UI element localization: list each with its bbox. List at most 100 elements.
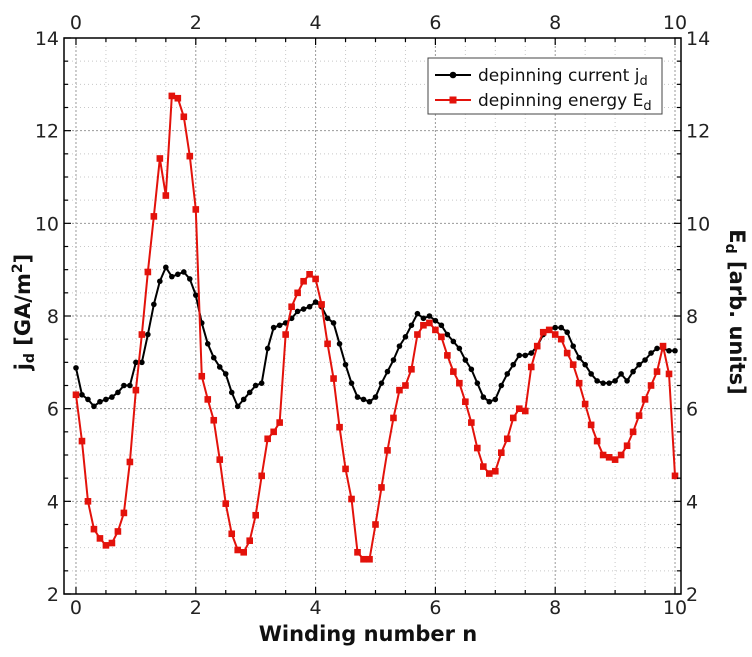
data-point-energy [204, 396, 212, 403]
data-point-current [264, 345, 271, 352]
legend-box [427, 57, 663, 115]
data-point-current [624, 378, 630, 384]
data-point-energy [300, 277, 307, 285]
data-point-energy [306, 271, 313, 278]
data-point-energy [84, 498, 92, 505]
data-point-energy [90, 525, 98, 533]
grid [64, 37, 681, 595]
data-point-energy [486, 470, 493, 477]
data-point-current [498, 382, 505, 389]
series-energy [72, 92, 679, 563]
y-tick-label-right: 6 [686, 399, 698, 421]
data-point-energy [102, 542, 110, 549]
data-point-energy [240, 549, 248, 556]
data-point-current [402, 334, 409, 340]
data-point-current [588, 371, 594, 377]
data-point-energy [593, 437, 601, 445]
data-point-current [582, 361, 588, 368]
data-point-energy [156, 155, 164, 162]
data-point-energy [635, 412, 643, 419]
data-point-current [492, 396, 499, 403]
data-point-current [426, 313, 433, 319]
x-tick-label-bottom: 0 [70, 597, 82, 619]
data-point-current [432, 317, 439, 324]
data-point-energy [533, 342, 541, 350]
data-point-energy [120, 509, 128, 517]
data-point-current [564, 329, 570, 336]
data-point-current [175, 271, 181, 278]
data-point-energy [126, 458, 134, 466]
data-point-energy [162, 192, 170, 199]
data-point-energy [150, 213, 158, 220]
data-point-energy [270, 428, 277, 436]
data-point-current [408, 322, 415, 329]
data-point-current [115, 389, 121, 396]
x-tick-label-top: 6 [429, 12, 441, 34]
data-point-current [121, 382, 127, 389]
data-point-energy [132, 386, 140, 394]
y-tick-label-right: 4 [686, 491, 698, 513]
data-point-energy [509, 414, 517, 422]
data-point-current [258, 380, 265, 386]
data-point-energy [468, 419, 475, 426]
data-point-energy [426, 319, 433, 327]
data-point-energy [138, 331, 146, 338]
data-point-current [516, 352, 523, 359]
data-point-energy [324, 340, 331, 348]
y-tick-label-left: 6 [47, 399, 59, 421]
data-point-current [210, 354, 217, 361]
x-tick-label-top: 2 [190, 12, 202, 34]
data-point-current [618, 371, 624, 377]
data-point-current [127, 382, 133, 389]
data-point-energy [294, 289, 301, 297]
data-point-current [378, 380, 385, 386]
data-point-current [348, 380, 355, 386]
data-point-energy [503, 435, 511, 443]
data-point-energy [492, 467, 499, 475]
data-point-current [270, 324, 277, 331]
data-point-current [390, 357, 397, 363]
data-point-energy [282, 331, 289, 338]
data-point-energy [330, 375, 337, 382]
data-point-energy [671, 472, 679, 480]
legend-marker-current [449, 71, 457, 79]
data-point-energy [222, 500, 230, 507]
data-point-energy [497, 449, 505, 456]
data-point-current [234, 403, 241, 410]
data-point-current [139, 359, 145, 366]
data-point-current [192, 292, 199, 298]
data-point-current [306, 303, 313, 310]
data-point-energy [539, 328, 547, 336]
data-point-current [600, 380, 606, 386]
data-point-energy [402, 382, 409, 389]
data-point-current [312, 299, 319, 305]
data-point-energy [462, 398, 469, 406]
data-point-energy [192, 206, 200, 213]
data-point-current [414, 310, 421, 317]
data-point-energy [252, 511, 259, 519]
x-tick-label-bottom: 10 [663, 597, 687, 619]
data-point-current [91, 403, 97, 410]
data-point-energy [276, 419, 283, 426]
data-point-energy [228, 530, 236, 538]
data-point-energy [480, 463, 487, 470]
y-tick-label-right: 2 [686, 584, 698, 606]
data-point-current [324, 315, 331, 322]
legend-label-current: depinning current jd [478, 66, 648, 89]
y-tick-label-right: 8 [686, 306, 698, 328]
data-point-energy [372, 521, 379, 528]
data-point-current [169, 273, 175, 280]
data-point-current [444, 331, 451, 338]
data-point-energy [384, 447, 391, 454]
data-point-energy [198, 372, 206, 380]
data-point-current [630, 368, 636, 375]
data-point-energy [246, 537, 253, 545]
data-point-energy [432, 326, 439, 334]
x-tick-label-top: 8 [549, 12, 561, 34]
data-point-current [594, 378, 600, 384]
x-axis-title: Winding number n [259, 622, 478, 646]
y-tick-label-left: 12 [35, 121, 59, 143]
data-point-energy [623, 442, 631, 450]
data-point-energy [563, 349, 571, 357]
